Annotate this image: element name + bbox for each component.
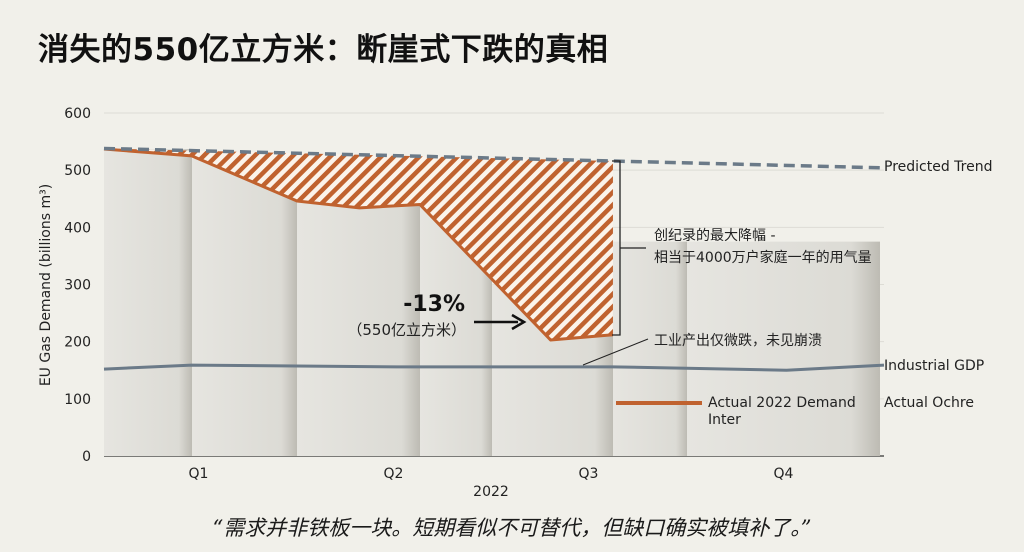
- y-tick-label: 500: [64, 163, 91, 179]
- quote: “需求并非铁板一块。短期看似不可替代，但缺口确实被填补了。”: [212, 516, 812, 540]
- y-tick-label: 0: [82, 449, 91, 465]
- gap-bracket: [612, 160, 646, 336]
- y-tick-label: 100: [64, 392, 91, 408]
- bracket-note-line2: 相当于4000万户家庭一年的用气量: [654, 249, 872, 266]
- x-tick-label: Q2: [384, 466, 404, 482]
- drop-percent: -13%: [403, 292, 465, 317]
- page-title: 消失的550亿立方米：断崖式下跌的真相: [38, 32, 609, 68]
- bracket-note-line1: 创纪录的最大降幅 -: [654, 228, 776, 244]
- industrial-gdp-line: [103, 363, 885, 372]
- predicted-trend-label: Predicted Trend: [884, 159, 993, 175]
- background-block: [613, 241, 687, 456]
- y-tick-label: 200: [64, 335, 91, 351]
- industry-note: 工业产出仅微跌，未见崩溃: [654, 333, 822, 349]
- x-tick-label: Q4: [774, 466, 794, 482]
- legend-actual-label-2: Inter: [708, 412, 741, 428]
- y-axis-label: EU Gas Demand (billions m³): [38, 184, 54, 386]
- y-tick-label: 600: [64, 106, 91, 122]
- y-tick-label: 300: [64, 278, 91, 294]
- background-block: [192, 158, 297, 456]
- background-block: [687, 241, 880, 456]
- x-tick-label: Q3: [579, 466, 599, 482]
- drop-volume: （550亿立方米）: [347, 321, 466, 339]
- industrial-gdp-label: Industrial GDP: [884, 358, 984, 374]
- industry-leader-line: [582, 338, 649, 366]
- legend-actual-label: Actual 2022 Demand: [708, 395, 856, 411]
- demand-gap-hatched-area: [104, 148, 613, 340]
- x-tick-label: Q1: [189, 466, 209, 482]
- background-block: [104, 149, 192, 456]
- actual-demand-line: [103, 147, 614, 342]
- legend-side-label: Actual Ochre: [884, 395, 974, 411]
- arrow-head-icon: [511, 313, 527, 331]
- background-block: [297, 201, 420, 456]
- predicted-trend-line: [103, 146, 885, 170]
- x-axis-label: 2022: [473, 484, 509, 500]
- y-tick-label: 400: [64, 220, 91, 236]
